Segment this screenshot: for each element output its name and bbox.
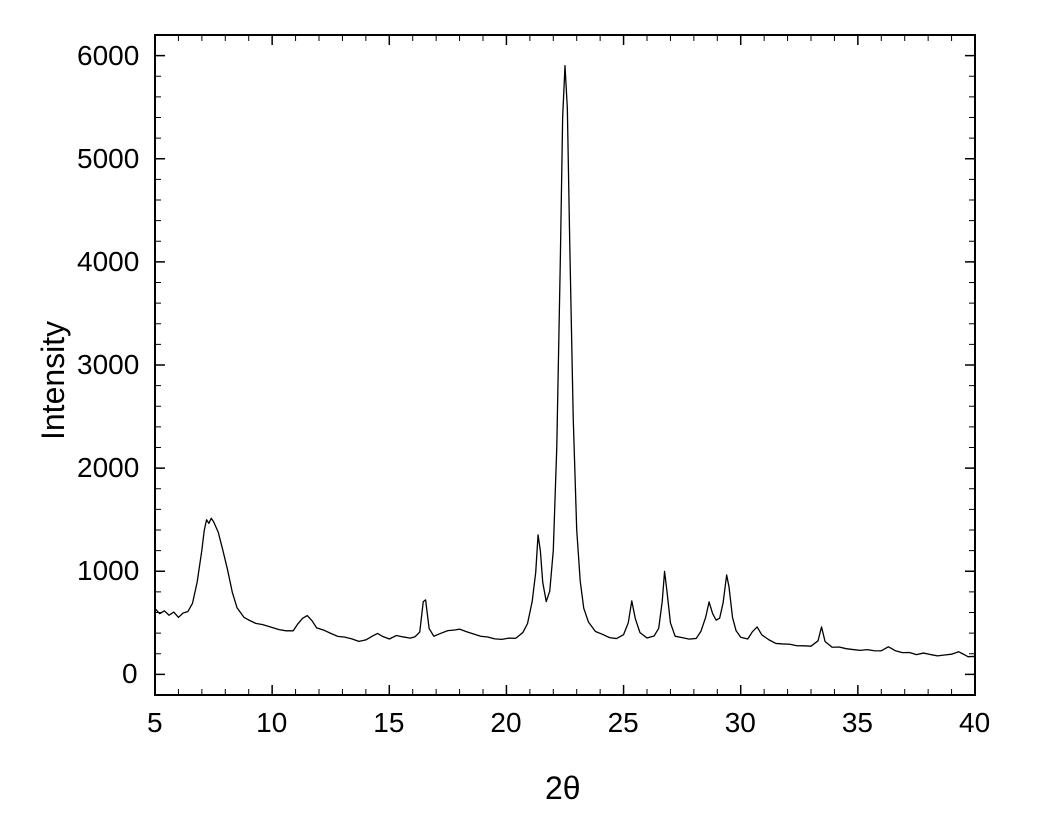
y-tick-label: 1000: [77, 555, 139, 587]
y-tick-label: 2000: [77, 452, 139, 484]
x-tick-label: 5: [147, 707, 163, 739]
x-tick-label: 20: [490, 707, 521, 739]
y-tick-label: 4000: [77, 246, 139, 278]
x-tick-label: 25: [608, 707, 639, 739]
x-tick-label: 15: [373, 707, 404, 739]
x-tick-label: 10: [256, 707, 287, 739]
y-tick-label: 0: [122, 658, 138, 690]
chart-svg: [0, 0, 1038, 825]
y-axis-label: Intensity: [35, 321, 72, 440]
y-tick-label: 3000: [77, 349, 139, 381]
xrd-chart: Intensity 2θ 5 10 15 20 25 30 35 40 0 1000 2000 300…: [0, 0, 1038, 825]
x-tick-label: 35: [842, 707, 873, 739]
y-tick-label: 5000: [77, 143, 139, 175]
x-tick-label: 40: [959, 707, 990, 739]
x-tick-label: 30: [725, 707, 756, 739]
x-axis-label: 2θ: [545, 770, 581, 807]
y-tick-label: 6000: [77, 40, 139, 72]
